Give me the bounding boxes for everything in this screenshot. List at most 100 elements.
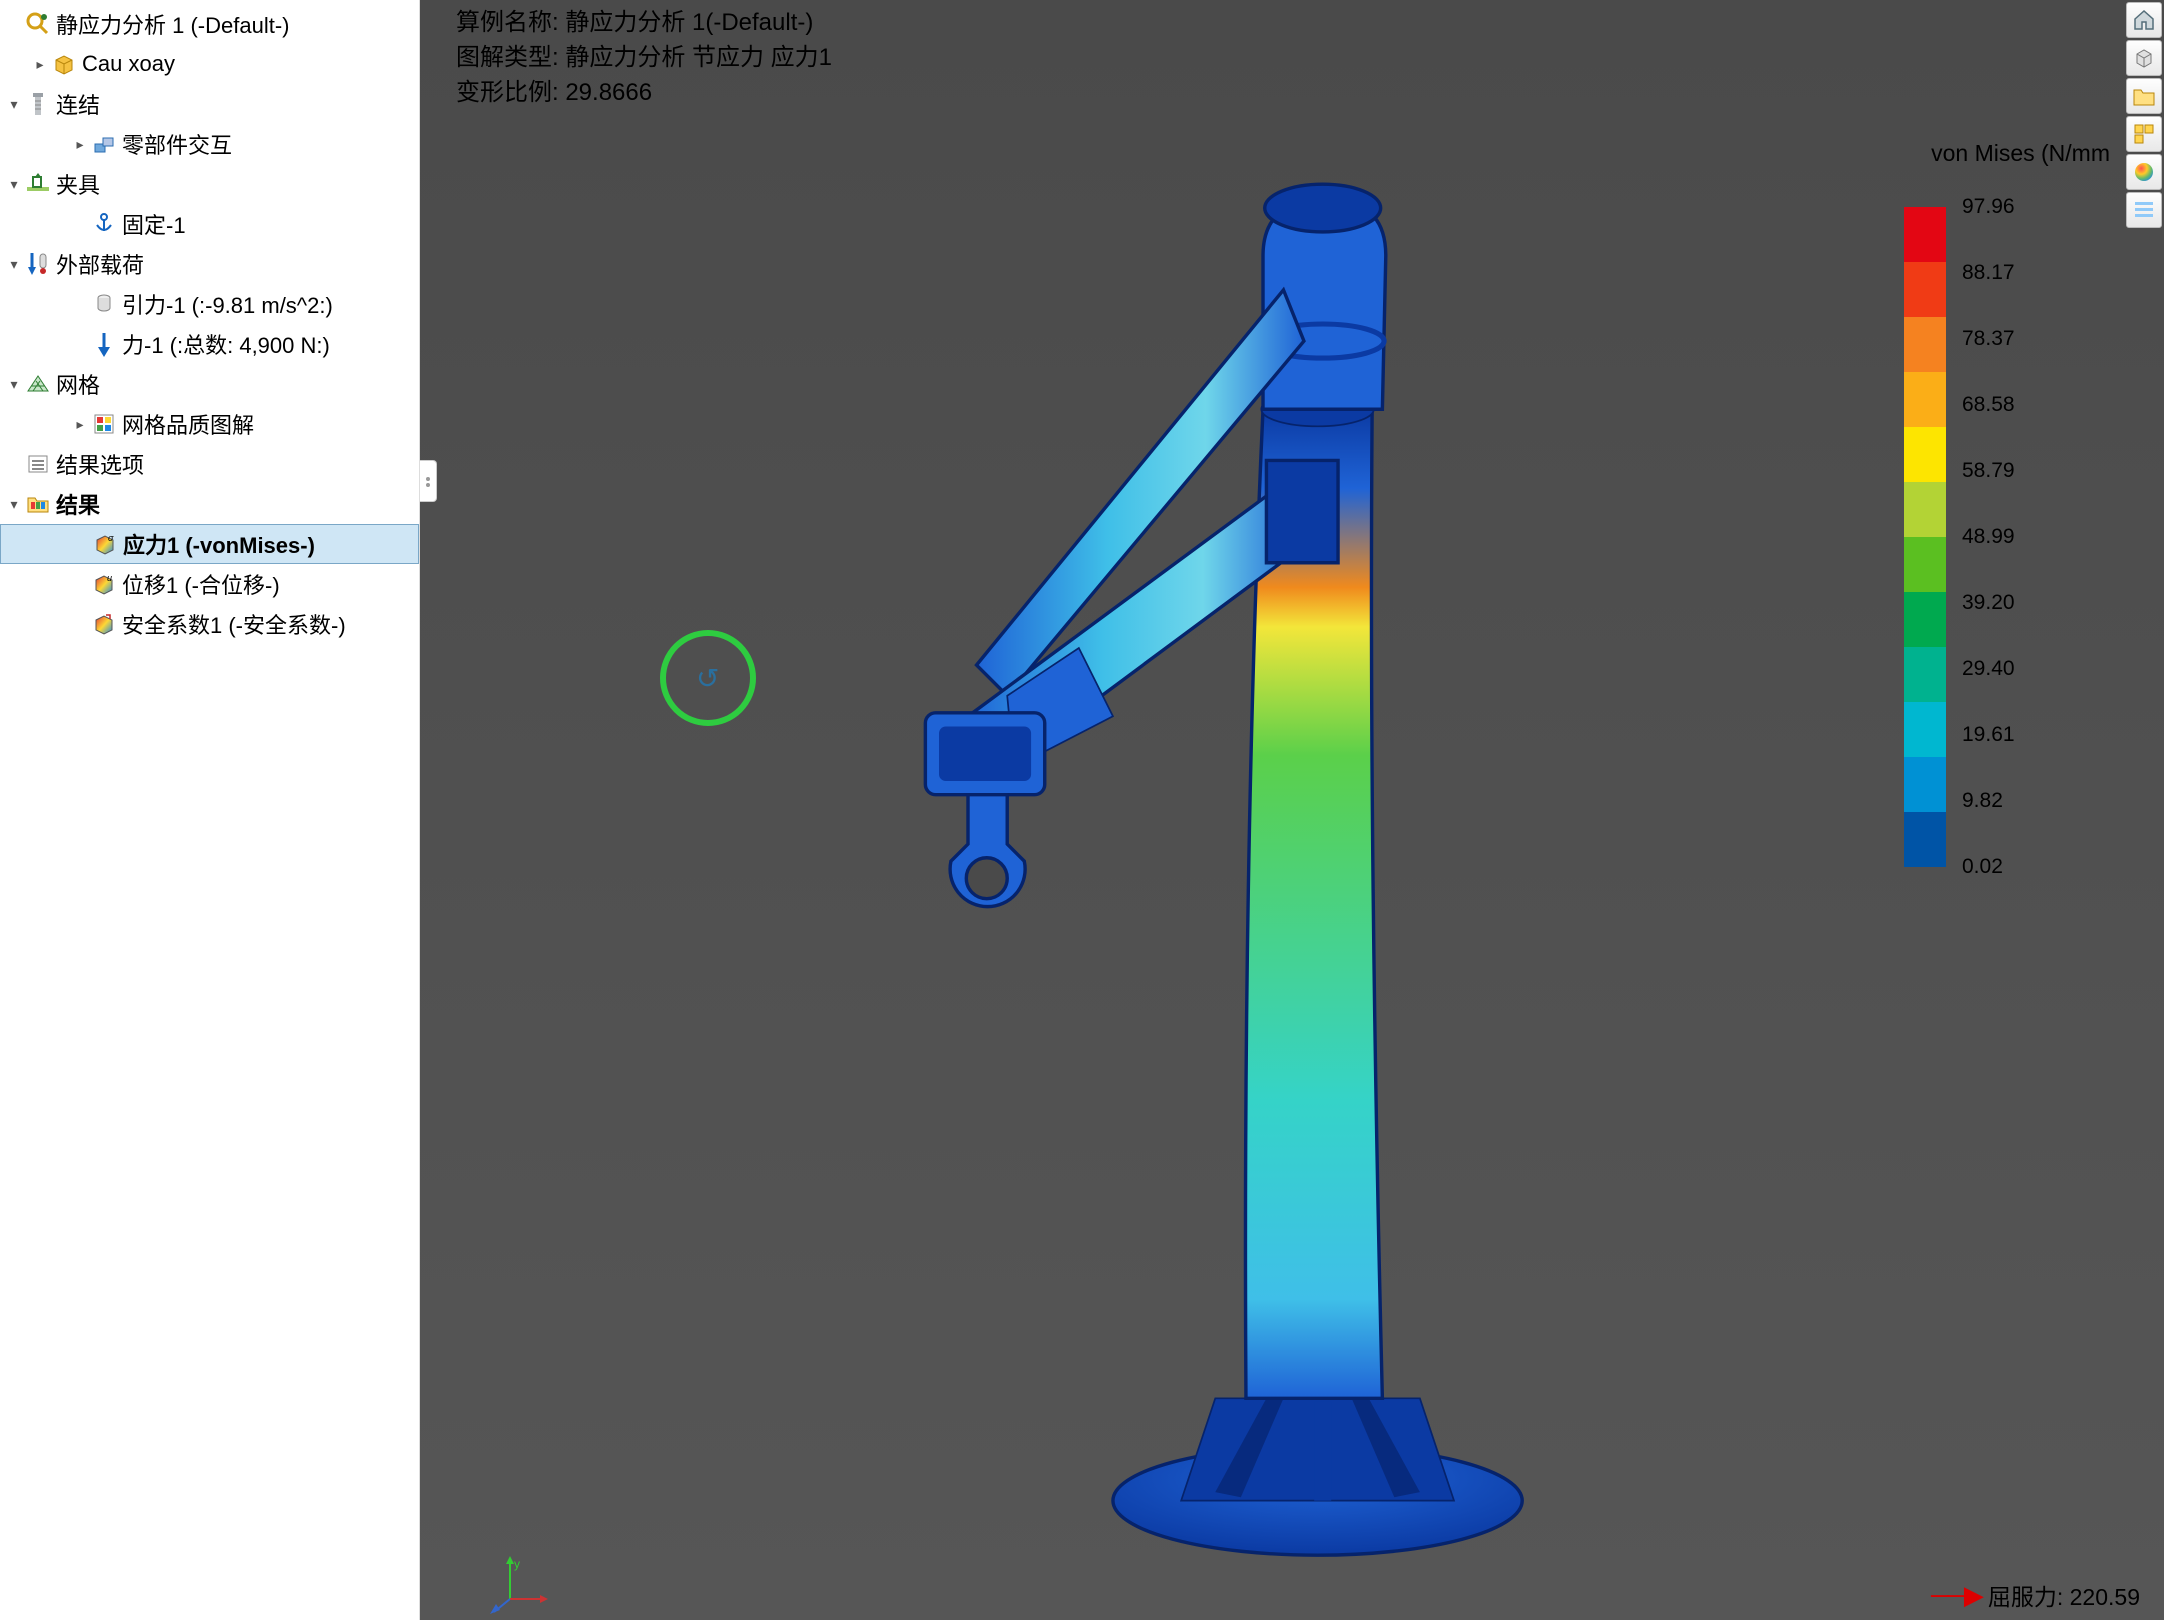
- loads-icon: [24, 250, 52, 278]
- legend-segment: [1904, 812, 1946, 867]
- tree-item-stress1[interactable]: σ 应力1 (-vonMises-): [0, 524, 419, 564]
- tree-label: 静应力分析 1 (-Default-): [56, 8, 289, 40]
- legend-value: 0.02: [1962, 855, 2003, 879]
- list-icon: [24, 450, 52, 478]
- open-button[interactable]: [2126, 78, 2162, 114]
- model-render: [420, 0, 2164, 1620]
- anchor-icon: [90, 210, 118, 238]
- tree-item-gravity[interactable]: 引力-1 (:-9.81 m/s^2:): [0, 284, 419, 324]
- part-icon: [50, 50, 78, 78]
- tree-item-connections[interactable]: ▾ 连结: [0, 84, 419, 124]
- legend-segment: [1904, 537, 1946, 592]
- mesh-icon: [24, 370, 52, 398]
- chevron-down-icon[interactable]: ▾: [6, 376, 22, 393]
- arrow-right-icon: ──▶: [1931, 1580, 1982, 1611]
- legend-value: 97.96: [1962, 195, 2015, 219]
- chevron-down-icon[interactable]: ▾: [6, 176, 22, 193]
- tree-label: 应力1 (-vonMises-): [123, 528, 315, 560]
- tree-item-external-loads[interactable]: ▾ 外部载荷: [0, 244, 419, 284]
- yield-strength-label: ──▶ 屈服力: 220.59: [1931, 1578, 2140, 1612]
- legend-value: 19.61: [1962, 723, 2015, 747]
- mesh-quality-icon: [90, 410, 118, 438]
- isometric-view-button[interactable]: [2126, 40, 2162, 76]
- tree-label: 结果选项: [56, 448, 144, 480]
- tree-item-fos1[interactable]: 安全系数1 (-安全系数-): [0, 604, 419, 644]
- legend-segment: [1904, 317, 1946, 372]
- legend-color-bar: [1904, 207, 1946, 867]
- chevron-right-icon[interactable]: ▸: [72, 136, 88, 153]
- chevron-down-icon[interactable]: ▾: [6, 96, 22, 113]
- chevron-down-icon[interactable]: ▾: [6, 496, 22, 513]
- tree-label: 夹具: [56, 168, 100, 200]
- fixture-icon: [24, 170, 52, 198]
- graphics-viewport[interactable]: 算例名称: 静应力分析 1(-Default-) 图解类型: 静应力分析 节应力…: [420, 0, 2164, 1620]
- tree-label: 零部件交互: [122, 128, 232, 160]
- legend-segment: [1904, 427, 1946, 482]
- force-arrow-icon: [90, 330, 118, 358]
- tree-study-root[interactable]: 静应力分析 1 (-Default-): [0, 4, 419, 44]
- heads-up-toolbar: [2124, 0, 2164, 230]
- tree-item-part[interactable]: ▸ Cau xoay: [0, 44, 419, 84]
- tree-label: 固定-1: [122, 208, 186, 240]
- legend-segment: [1904, 372, 1946, 427]
- simulation-tree[interactable]: 静应力分析 1 (-Default-) ▸ Cau xoay ▾ 连结 ▸ 零部…: [0, 0, 420, 1620]
- legend-title: von Mises (N/mm: [1904, 140, 2114, 167]
- tree-item-component-interaction[interactable]: ▸ 零部件交互: [0, 124, 419, 164]
- interaction-icon: [90, 130, 118, 158]
- legend-segment: [1904, 702, 1946, 757]
- chevron-right-icon[interactable]: ▸: [32, 56, 48, 73]
- legend-value: 48.99: [1962, 525, 2015, 549]
- axis-triad: y: [490, 1554, 550, 1614]
- tree-label: 安全系数1 (-安全系数-): [122, 608, 346, 640]
- legend-value: 68.58: [1962, 393, 2015, 417]
- home-view-button[interactable]: [2126, 2, 2162, 38]
- bolt-icon: [24, 90, 52, 118]
- tree-label: 位移1 (-合位移-): [122, 568, 280, 600]
- tree-item-mesh[interactable]: ▾ 网格: [0, 364, 419, 404]
- tree-item-displacement1[interactable]: u 位移1 (-合位移-): [0, 564, 419, 604]
- svg-text:y: y: [514, 1557, 520, 1571]
- legend-segment: [1904, 592, 1946, 647]
- study-icon: [24, 10, 52, 38]
- legend-segment: [1904, 757, 1946, 812]
- chevron-down-icon[interactable]: ▾: [6, 256, 22, 273]
- tree-label: Cau xoay: [82, 51, 175, 77]
- displacement-plot-icon: u: [90, 570, 118, 598]
- legend-value: 9.82: [1962, 789, 2003, 813]
- tree-label: 网格品质图解: [122, 408, 254, 440]
- tree-label: 网格: [56, 368, 100, 400]
- results-folder-icon: [24, 490, 52, 518]
- tree-label: 引力-1 (:-9.81 m/s^2:): [122, 288, 333, 320]
- legend-segment: [1904, 647, 1946, 702]
- svg-text:u: u: [107, 573, 112, 583]
- legend-value: 39.20: [1962, 591, 2015, 615]
- legend-value-labels: 97.9688.1778.3768.5858.7948.9939.2029.40…: [1946, 207, 2114, 867]
- tree-item-fixtures[interactable]: ▾ 夹具: [0, 164, 419, 204]
- tree-label: 连结: [56, 88, 100, 120]
- gravity-icon: [90, 290, 118, 318]
- tree-item-fixed1[interactable]: 固定-1: [0, 204, 419, 244]
- legend-value: 58.79: [1962, 459, 2015, 483]
- tree-item-force[interactable]: 力-1 (:总数: 4,900 N:): [0, 324, 419, 364]
- svg-text:σ: σ: [108, 533, 114, 543]
- appearance-button[interactable]: [2126, 154, 2162, 190]
- window-layout-button[interactable]: [2126, 116, 2162, 152]
- tree-item-mesh-quality[interactable]: ▸ 网格品质图解: [0, 404, 419, 444]
- legend-segment: [1904, 262, 1946, 317]
- tree-label: 外部载荷: [56, 248, 144, 280]
- tree-item-results[interactable]: ▾ 结果: [0, 484, 419, 524]
- legend-value: 88.17: [1962, 261, 2015, 285]
- tree-label: 结果: [56, 488, 100, 520]
- tree-item-result-options[interactable]: 结果选项: [0, 444, 419, 484]
- tree-label: 力-1 (:总数: 4,900 N:): [122, 328, 330, 360]
- fos-plot-icon: [90, 610, 118, 638]
- legend-segment: [1904, 207, 1946, 262]
- legend-value: 29.40: [1962, 657, 2015, 681]
- stress-plot-icon: σ: [91, 530, 119, 558]
- options-button[interactable]: [2126, 192, 2162, 228]
- legend-value: 78.37: [1962, 327, 2015, 351]
- chevron-right-icon[interactable]: ▸: [72, 416, 88, 433]
- color-legend[interactable]: von Mises (N/mm 97.96 88.17 78.37 68.58 58.7…: [1904, 140, 2114, 867]
- rotate-cursor-icon: ↻: [660, 630, 756, 726]
- legend-segment: [1904, 482, 1946, 537]
